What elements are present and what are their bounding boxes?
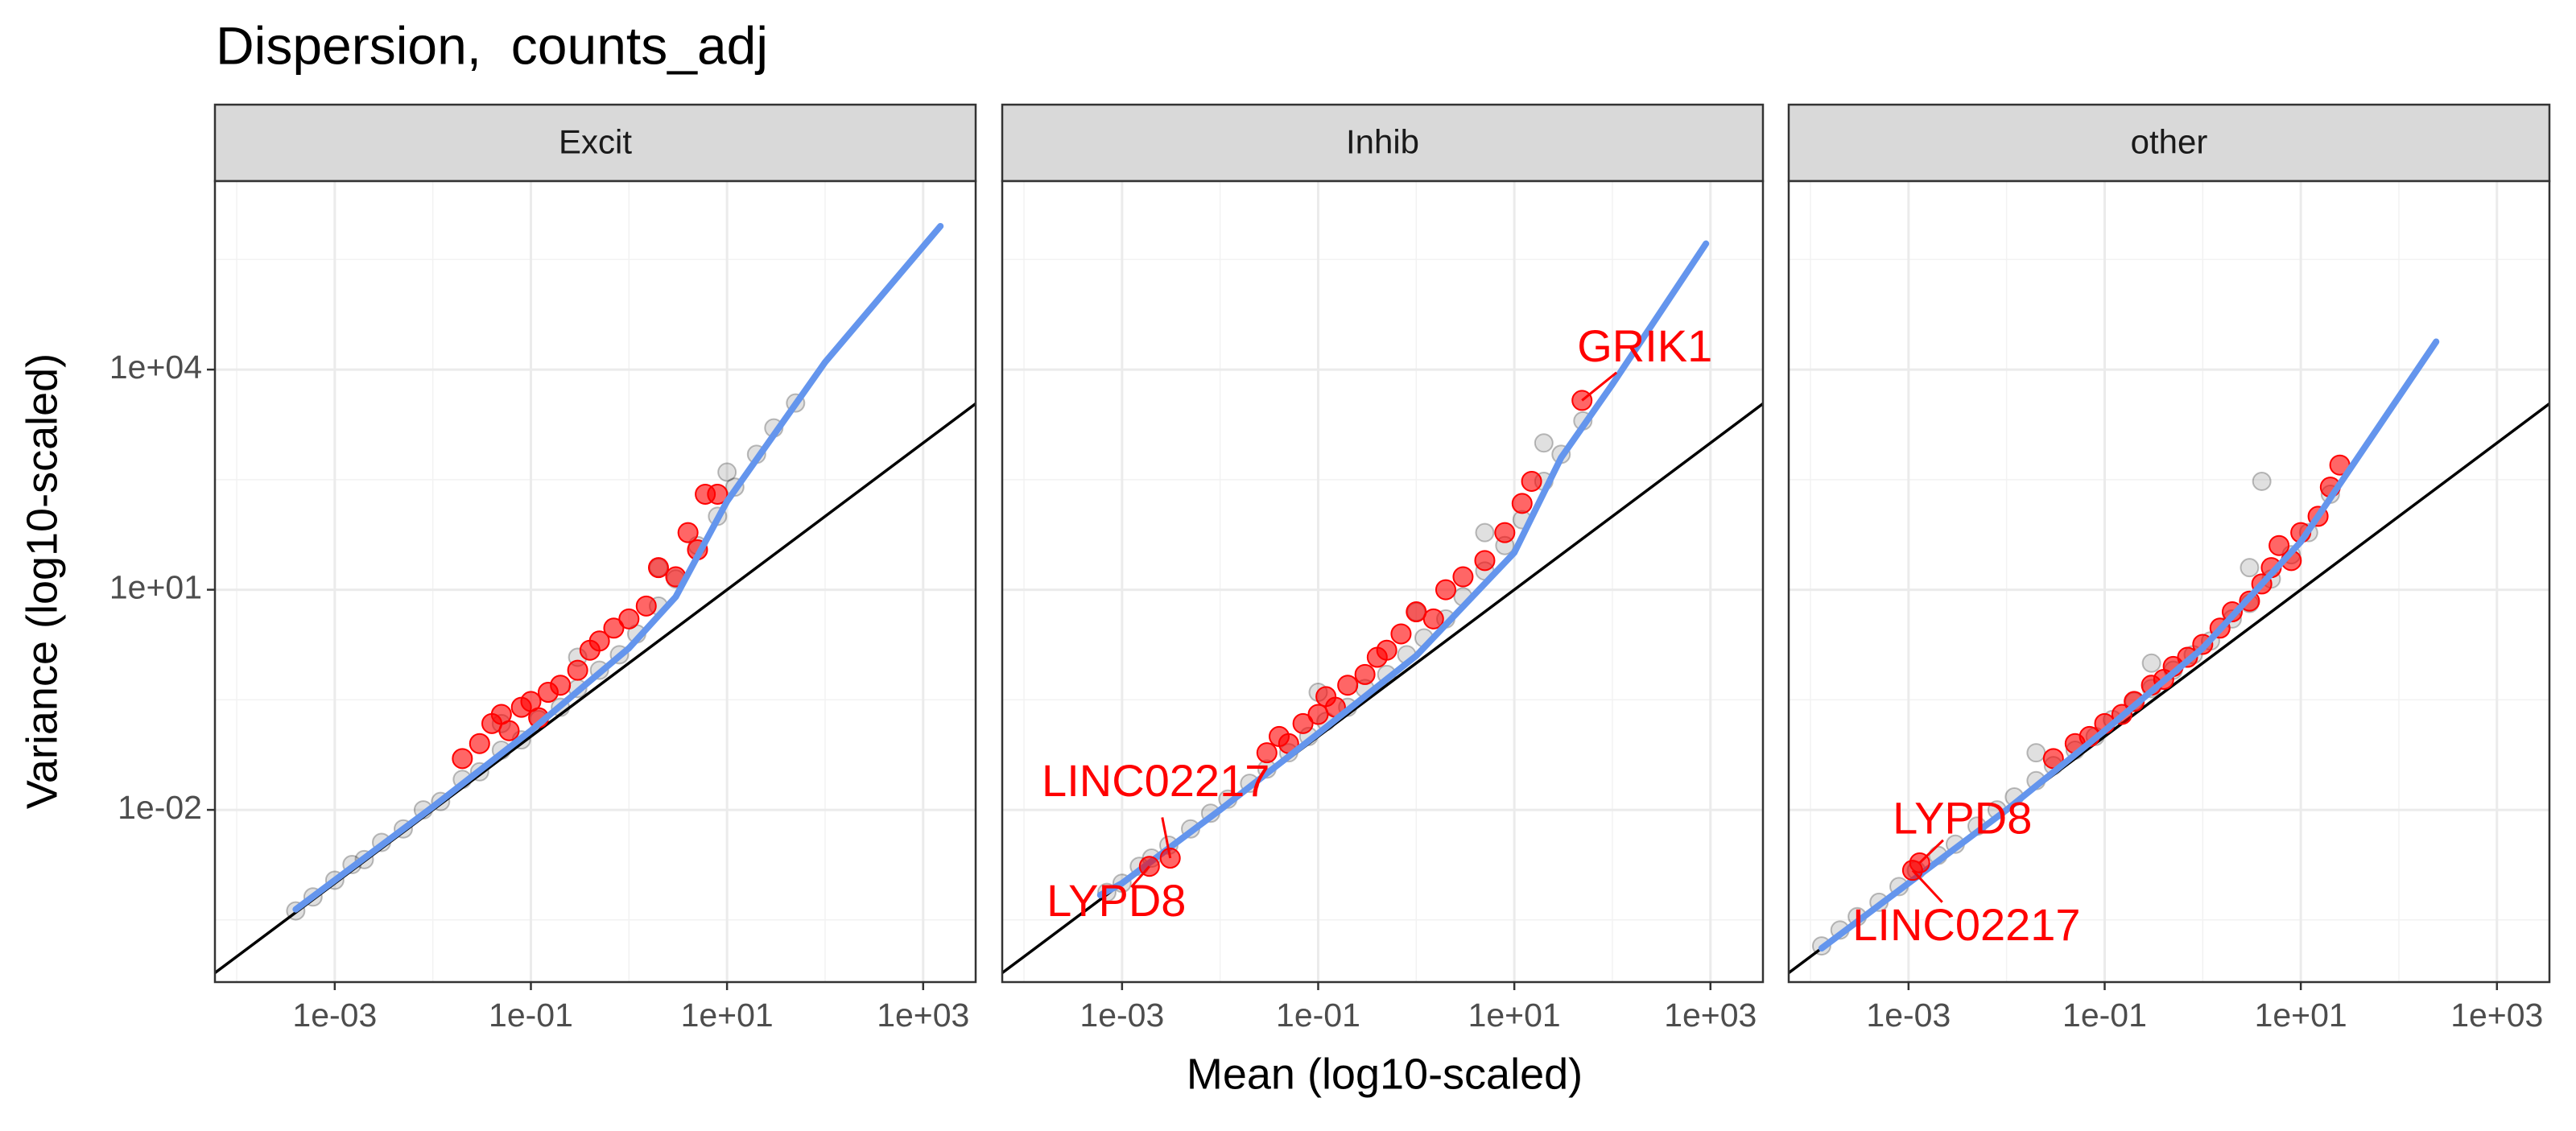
x-tick-label: 1e+03 xyxy=(1664,997,1757,1034)
y-tick-label: 1e+01 xyxy=(109,568,202,605)
facet-label: Excit xyxy=(559,123,632,161)
facet-label: Inhib xyxy=(1346,123,1419,161)
facet: other LYPD8 LINC02217 1e-03 1e-01 1e+01 1e+03 xyxy=(1787,103,2551,1034)
highlighted-point xyxy=(1521,470,1542,492)
point xyxy=(1534,433,1554,453)
highlighted-point xyxy=(1376,639,1397,661)
facet-strip xyxy=(213,103,977,183)
point xyxy=(2240,558,2260,578)
facet-strip xyxy=(1001,103,1765,183)
x-tick-label: 1e-03 xyxy=(1080,997,1164,1034)
panel-border xyxy=(1787,180,2551,984)
point xyxy=(1475,522,1495,543)
x-tick-label: 1e+01 xyxy=(681,997,774,1034)
point xyxy=(2141,653,2161,673)
highlighted-point xyxy=(1354,663,1376,685)
label-connector xyxy=(1911,869,1943,903)
point xyxy=(2026,743,2046,763)
highlighted-point xyxy=(647,557,669,579)
x-tick-label: 1e+03 xyxy=(877,997,969,1034)
label-connector xyxy=(1918,839,1944,864)
panel xyxy=(1002,181,1763,982)
plot-area: LYPD8 LINC02217 xyxy=(1789,181,2549,982)
highlighted-point xyxy=(498,720,520,741)
x-tick-label: 1e+03 xyxy=(2450,997,2543,1034)
label-connector xyxy=(1161,817,1172,859)
trend-line xyxy=(1818,338,2440,952)
highlighted-point xyxy=(1452,566,1474,588)
highlighted-point xyxy=(1390,623,1412,645)
highlighted-point xyxy=(588,630,610,652)
highlighted-point xyxy=(1511,493,1533,514)
highlighted-point xyxy=(1406,601,1427,623)
highlighted-point xyxy=(635,595,657,617)
highlighted-point xyxy=(1422,608,1444,629)
highlighted-point xyxy=(550,675,572,696)
point-label: LYPD8 xyxy=(1046,875,1186,926)
chart-title: Dispersion, counts_adj xyxy=(216,15,768,75)
highlighted-point xyxy=(677,522,699,543)
label-connector xyxy=(1581,371,1618,402)
label-connector xyxy=(1130,865,1150,889)
highlighted-point xyxy=(1307,704,1329,725)
point-label: LINC02217 xyxy=(1852,899,2080,950)
highlighted-point xyxy=(1474,550,1496,572)
x-tick-label: 1e-01 xyxy=(2062,997,2147,1034)
point-label: GRIK1 xyxy=(1577,320,1712,371)
highlighted-point xyxy=(1435,579,1456,601)
x-axis-title: Mean (log10-scaled) xyxy=(1187,1050,1583,1098)
y-axis-title: Variance (log10-scaled) xyxy=(18,353,66,809)
x-tick-label: 1e-03 xyxy=(1866,997,1951,1034)
point-label: LYPD8 xyxy=(1893,793,2032,844)
point xyxy=(2252,471,2272,491)
point-label: LINC02217 xyxy=(1042,755,1269,806)
highlighted-point xyxy=(469,733,490,754)
plot-area: GRIK1 LINC02217 LYPD8 xyxy=(1002,181,1763,982)
plot-area xyxy=(215,181,976,982)
facet-label: other xyxy=(2131,123,2208,161)
highlighted-point xyxy=(603,617,625,639)
panel-border xyxy=(213,180,977,984)
highlighted-point xyxy=(1337,675,1359,696)
trend-line xyxy=(292,222,944,913)
highlighted-point xyxy=(1494,522,1516,543)
highlighted-point xyxy=(707,483,729,505)
x-tick-label: 1e-03 xyxy=(292,997,377,1034)
highlighted-point xyxy=(2268,535,2290,556)
y-tick-label: 1e+04 xyxy=(109,349,202,386)
x-tick-label: 1e-01 xyxy=(489,997,573,1034)
facet: Inhib GRIK1 LINC02217 LYPD8 1e-03 1e-01 1e+01 1… xyxy=(1001,103,1765,1034)
y-tick-label: 1e-02 xyxy=(118,789,202,826)
highlighted-point xyxy=(567,659,588,681)
facet: Excit 1e-03 1e-01 1e+01 1e+03 1e-02 1e+01 1e+04 xyxy=(109,103,977,1034)
highlighted-point xyxy=(1256,742,1278,764)
panel xyxy=(1789,181,2549,982)
point xyxy=(717,462,737,482)
facet-strip xyxy=(1787,103,2551,183)
panel-border xyxy=(1001,180,1765,984)
highlighted-point xyxy=(452,748,473,770)
highlighted-point xyxy=(1292,712,1314,734)
highlighted-point xyxy=(618,608,640,629)
x-tick-label: 1e+01 xyxy=(1468,997,1561,1034)
panel xyxy=(215,181,976,982)
x-tick-label: 1e+01 xyxy=(2255,997,2347,1034)
x-tick-label: 1e-01 xyxy=(1276,997,1360,1034)
